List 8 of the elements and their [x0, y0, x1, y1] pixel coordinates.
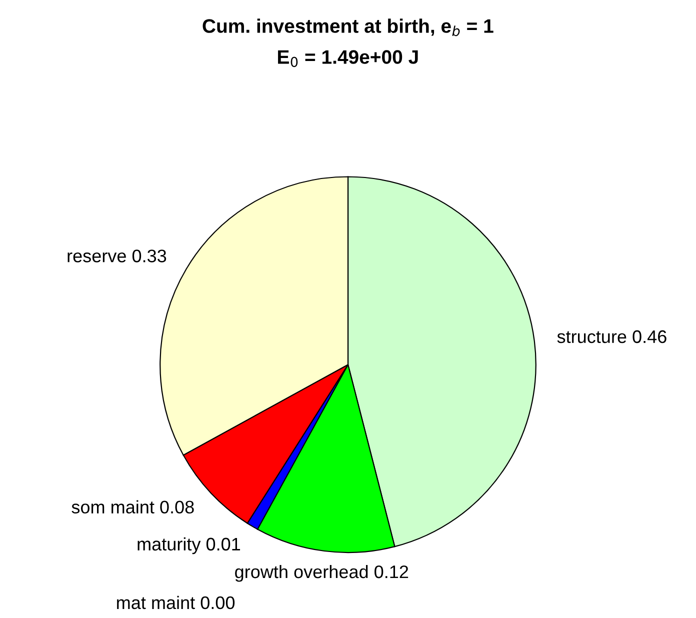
category-label: mat maint 0.00: [117, 596, 235, 610]
slice-label: structure 0.46: [557, 330, 666, 344]
chart-subtitle: E$_{0}$ = 1.49e+00 J: [278, 50, 418, 68]
slice-label: maturity 0.01: [138, 537, 240, 554]
slice-label: growth overhead 0.12: [235, 564, 408, 582]
chart-title: Cum. investment at birth, e$_{b}$ = 1: [202, 18, 494, 36]
slice-label: reserve 0.33: [68, 250, 166, 262]
slice-label: som maint 0.08: [72, 500, 194, 514]
